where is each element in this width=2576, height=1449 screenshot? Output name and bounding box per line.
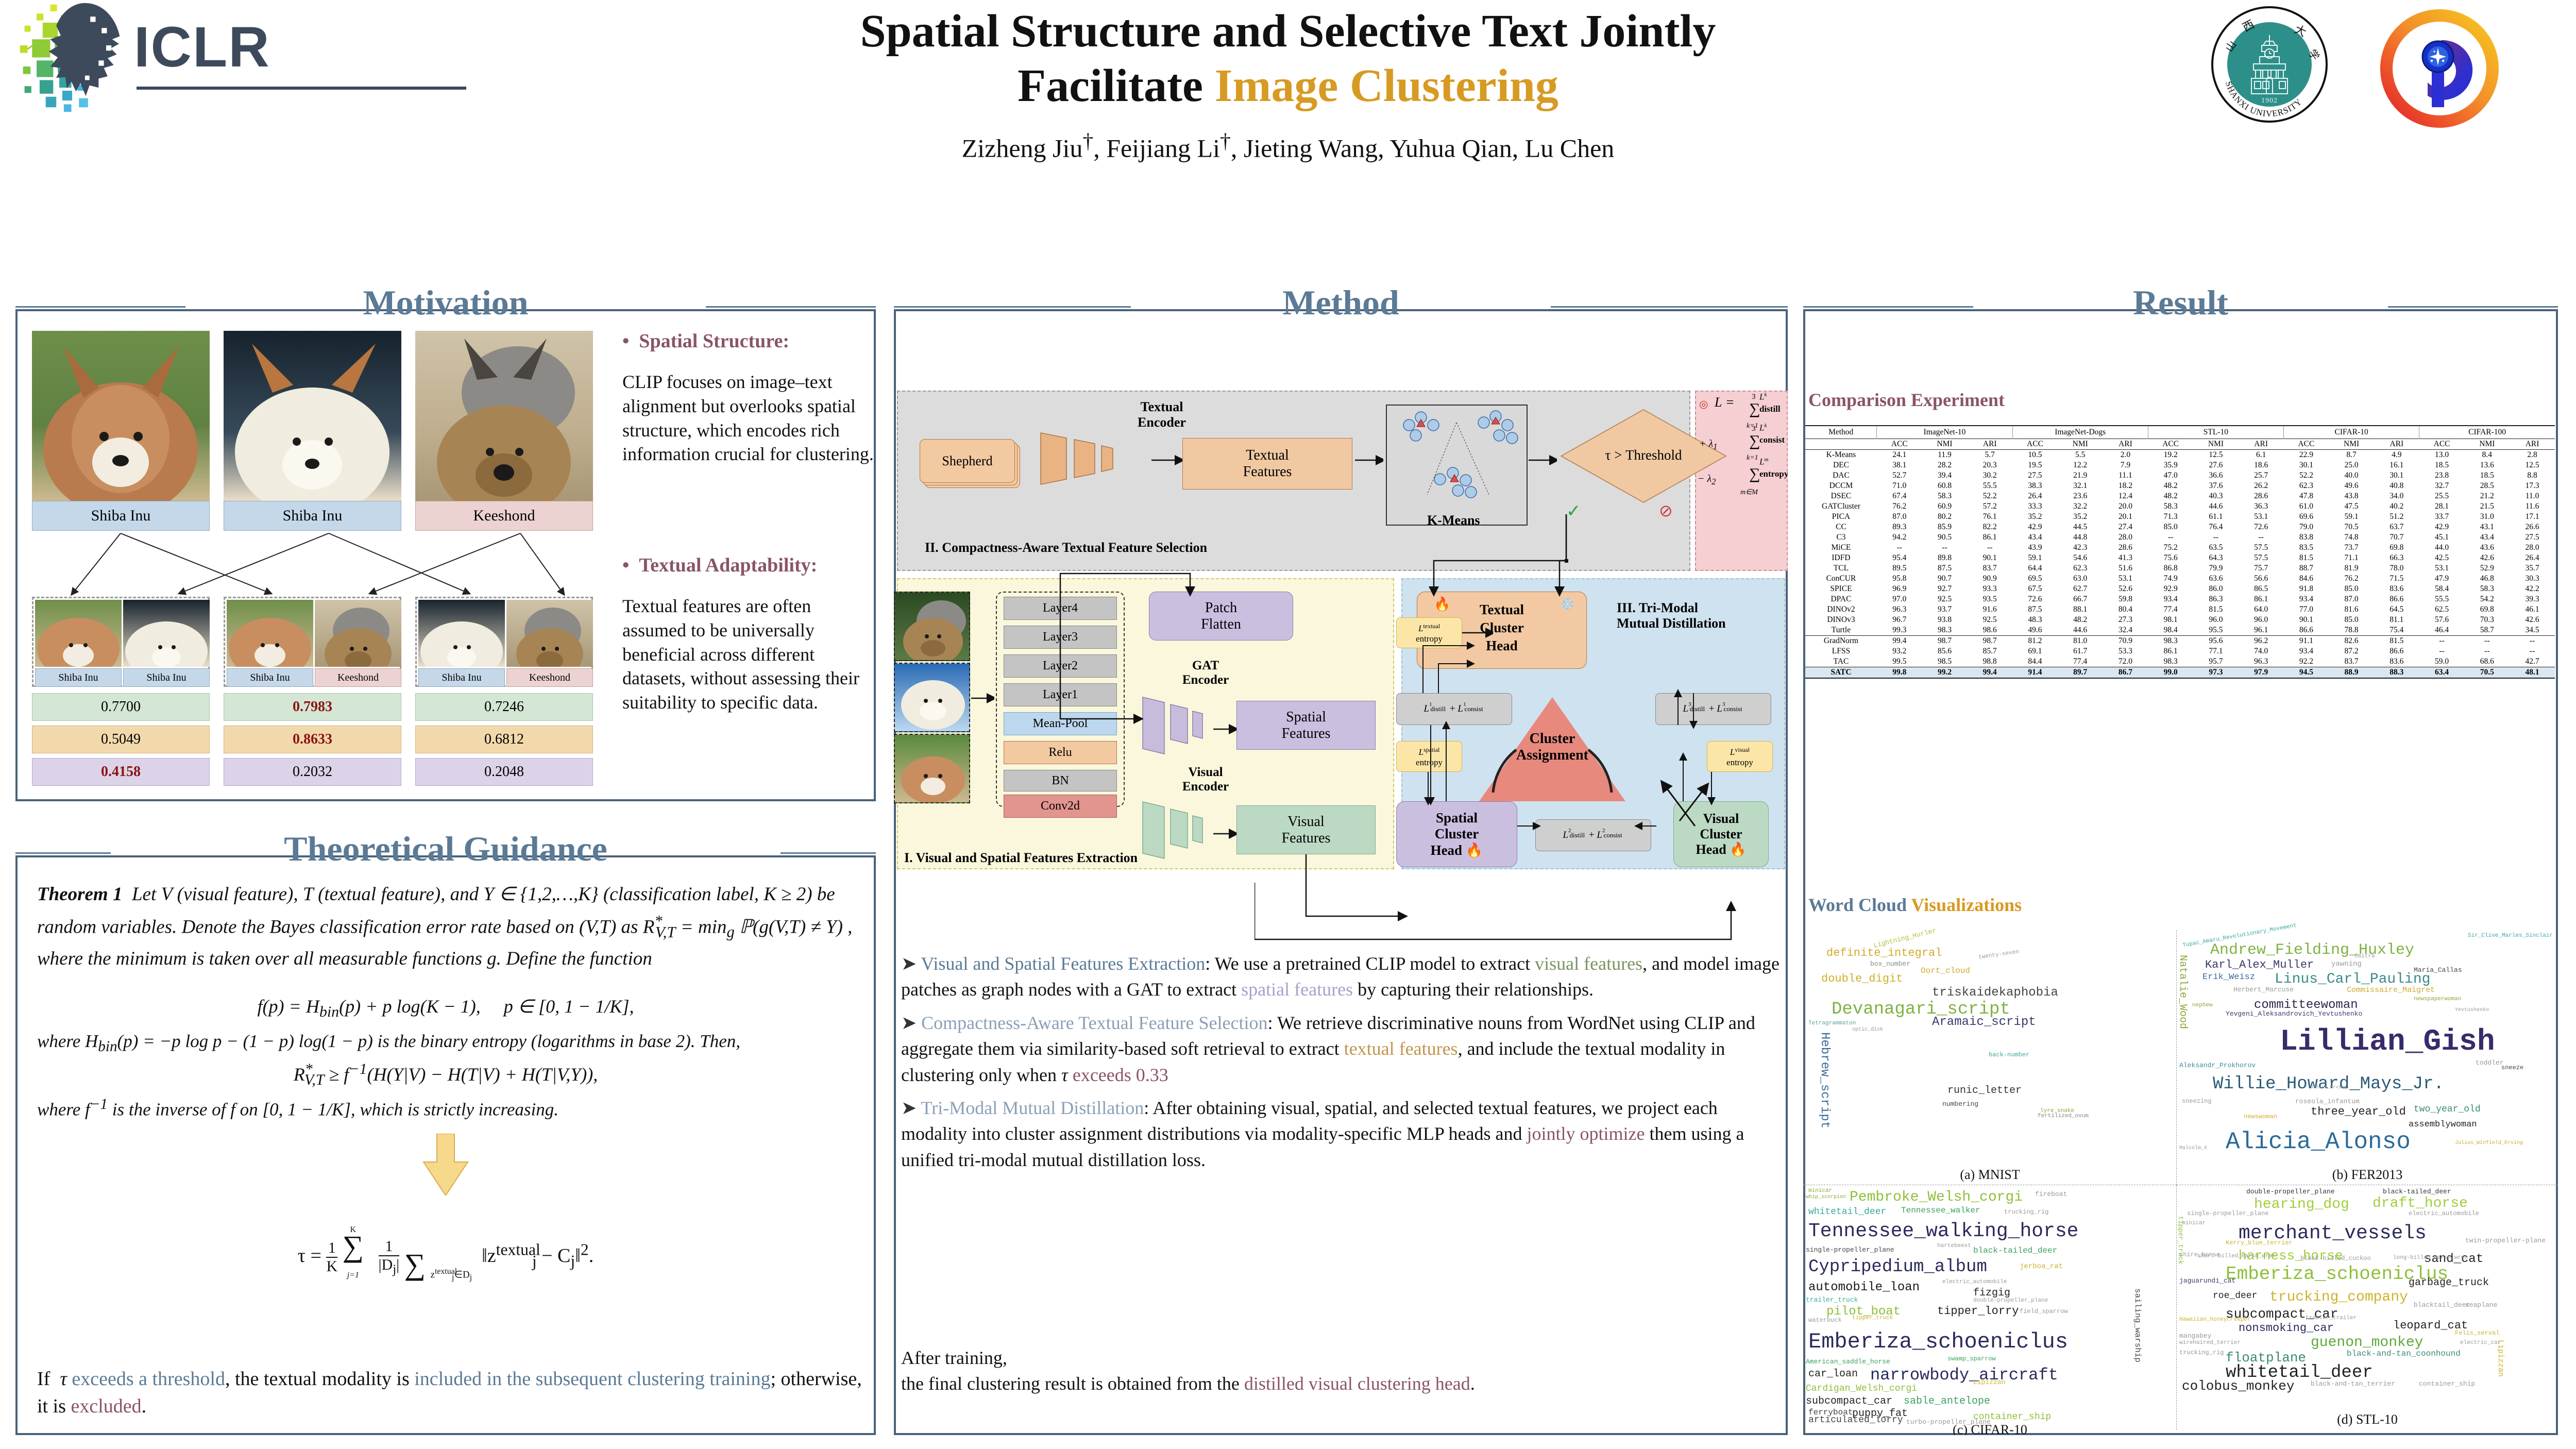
svg-text:τ > Threshold: τ > Threshold — [1605, 447, 1682, 463]
svg-text:1902: 1902 — [2261, 97, 2278, 105]
